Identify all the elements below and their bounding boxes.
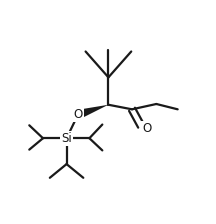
Text: O: O <box>142 122 152 135</box>
Text: O: O <box>73 108 83 121</box>
Text: Si: Si <box>61 132 72 145</box>
Polygon shape <box>76 105 108 119</box>
